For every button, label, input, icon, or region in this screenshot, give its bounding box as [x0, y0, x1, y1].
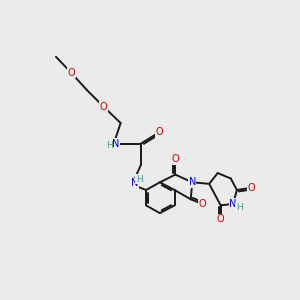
Text: H: H: [236, 203, 243, 212]
Text: N: N: [230, 199, 237, 209]
Text: N: N: [189, 177, 196, 187]
Text: H: H: [106, 141, 112, 150]
Text: O: O: [100, 102, 107, 112]
Text: N: N: [131, 178, 138, 188]
Text: O: O: [248, 183, 255, 193]
Text: O: O: [68, 68, 75, 78]
Text: O: O: [217, 214, 225, 224]
Text: O: O: [172, 154, 179, 164]
Text: N: N: [112, 139, 120, 149]
Text: O: O: [155, 127, 163, 137]
Text: O: O: [198, 199, 206, 209]
Text: H: H: [136, 175, 142, 184]
